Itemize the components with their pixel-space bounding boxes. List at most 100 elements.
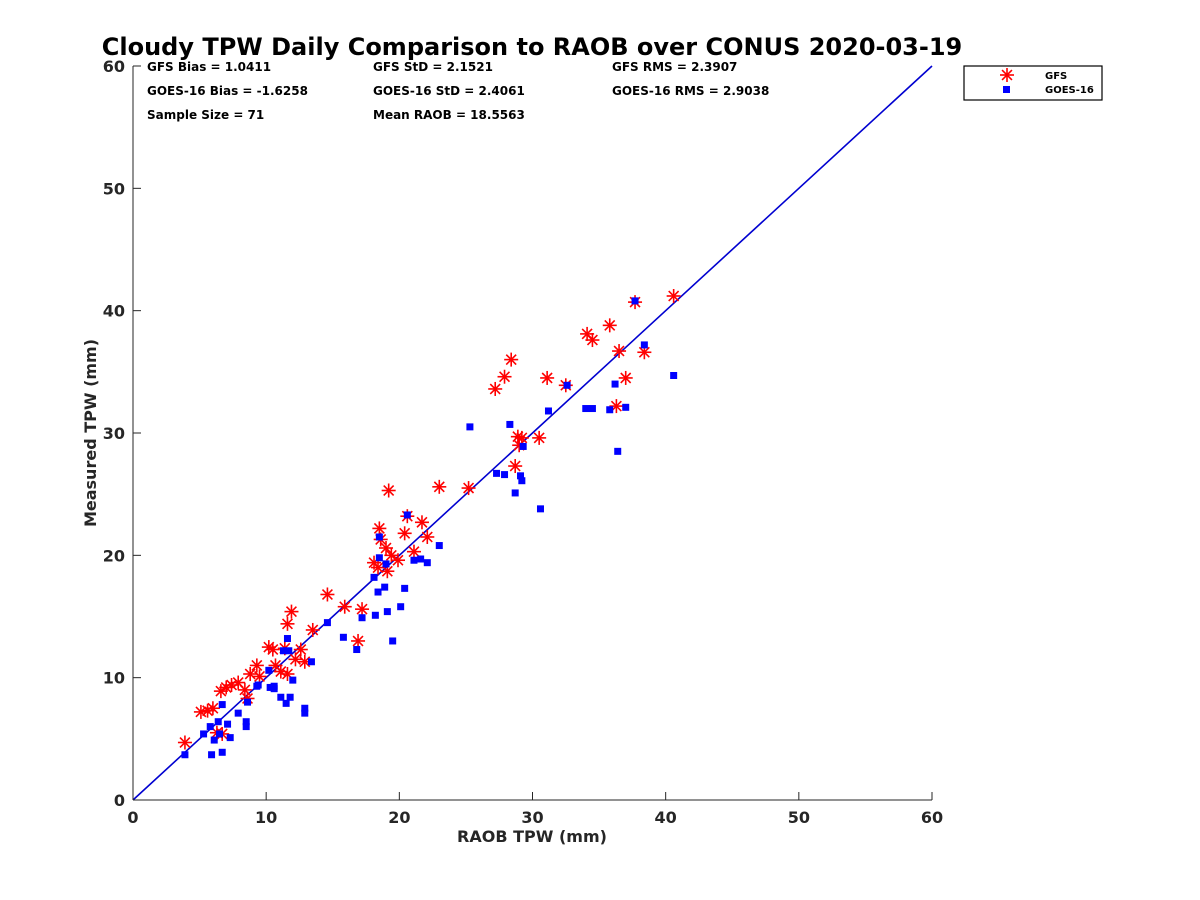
goes16-point <box>435 542 443 550</box>
gfs-point <box>532 430 547 445</box>
goes16-point <box>206 723 214 731</box>
goes16-point <box>518 477 526 485</box>
goes16-point <box>506 420 514 428</box>
goes16-point <box>370 573 378 581</box>
gfs-point <box>414 515 429 530</box>
x-tick-label: 30 <box>521 808 543 827</box>
goes16-point <box>214 718 222 726</box>
gfs-point <box>355 602 370 617</box>
x-axis-label: RAOB TPW (mm) <box>457 827 607 846</box>
series-goes16 <box>181 297 678 759</box>
stat-annotation: GOES-16 StD = 2.4061 <box>373 84 525 98</box>
goes16-point <box>353 646 361 654</box>
goes16-point <box>301 704 309 712</box>
gfs-point <box>508 459 523 474</box>
legend-gfs-asterisk-icon-shape <box>1000 68 1014 82</box>
legend: GFS GOES-16 <box>963 65 1103 101</box>
y-tick-label: 0 <box>114 791 125 810</box>
y-tick-label: 10 <box>103 669 125 688</box>
goes16-point <box>611 380 619 388</box>
goes16-point <box>210 736 218 744</box>
goes16-point <box>397 603 405 611</box>
gfs-point <box>284 604 299 619</box>
gfs-point <box>504 352 519 367</box>
goes16-point <box>670 372 678 380</box>
gfs-point <box>381 483 396 498</box>
goes16-point <box>375 533 383 541</box>
goes16-point <box>234 709 242 717</box>
gfs-point <box>261 640 276 655</box>
goes16-point <box>501 471 509 479</box>
gfs-point <box>337 599 352 614</box>
goes16-point <box>181 751 189 759</box>
gfs-point <box>391 553 406 568</box>
goes16-point <box>301 709 309 717</box>
gfs-point <box>397 526 412 541</box>
stat-annotation: Mean RAOB = 18.5563 <box>373 108 525 122</box>
goes16-point <box>254 681 262 689</box>
goes16-point <box>410 556 418 564</box>
gfs-point <box>280 616 295 631</box>
goes16-point <box>218 748 226 756</box>
gfs-point <box>612 344 627 359</box>
gfs-point <box>461 481 476 496</box>
legend-box <box>963 65 1103 101</box>
goes16-point <box>423 559 431 567</box>
goes16-point <box>277 693 285 701</box>
goes16-point <box>323 619 331 627</box>
goes16-point <box>307 658 315 666</box>
goes16-point <box>358 614 366 622</box>
chart-title: Cloudy TPW Daily Comparison to RAOB over… <box>102 33 962 61</box>
legend-gfs-label: GFS <box>1045 71 1067 82</box>
goes16-point <box>283 635 291 643</box>
goes16-point <box>563 381 571 389</box>
gfs-point <box>320 587 335 602</box>
goes16-point <box>200 730 208 738</box>
goes16-point <box>382 560 390 568</box>
gfs-point <box>637 345 652 360</box>
goes16-point <box>401 584 409 592</box>
goes16-point <box>285 647 293 655</box>
goes16-point <box>403 511 411 519</box>
goes16-point <box>381 583 389 591</box>
plot-area: 0 10 20 30 40 50 60 0 10 20 30 40 50 60 GFS Bias = 1.… <box>103 57 943 827</box>
stat-annotation: GOES-16 Bias = -1.6258 <box>147 84 308 98</box>
goes16-point <box>640 341 648 349</box>
goes16-point <box>631 297 639 305</box>
series-gfs <box>177 288 681 750</box>
gfs-point <box>406 544 421 559</box>
goes16-point <box>374 588 382 596</box>
axes: 0 10 20 30 40 50 60 0 10 20 30 40 50 60 <box>103 57 943 827</box>
goes16-point <box>466 423 474 431</box>
stat-annotation: GFS StD = 2.1521 <box>373 60 493 74</box>
y-tick-label: 50 <box>103 179 125 198</box>
goes16-point <box>614 447 622 455</box>
gfs-point <box>351 633 366 648</box>
gfs-point <box>384 548 399 563</box>
goes16-point <box>417 555 425 563</box>
x-tick-label: 40 <box>655 808 677 827</box>
y-tick-label: 40 <box>103 302 125 321</box>
goes16-point <box>383 608 391 616</box>
goes16-point <box>622 403 630 411</box>
gfs-point <box>205 701 220 716</box>
reference-line <box>132 65 933 801</box>
goes16-point <box>282 699 290 707</box>
goes16-point <box>544 407 552 415</box>
gfs-point <box>379 540 394 555</box>
goes16-point <box>226 734 234 742</box>
gfs-point <box>420 529 435 544</box>
goes16-point <box>493 469 501 477</box>
gfs-point <box>540 370 555 385</box>
goes16-point <box>216 730 224 738</box>
y-axis-label: Measured TPW (mm) <box>81 339 100 527</box>
goes16-point <box>582 405 590 413</box>
goes16-point <box>517 472 525 480</box>
x-tick-label: 0 <box>127 808 138 827</box>
y-tick-label: 20 <box>103 546 125 565</box>
goes16-point <box>266 683 274 691</box>
goes16-point <box>265 666 273 674</box>
goes16-point <box>286 693 294 701</box>
goes16-point <box>519 442 527 450</box>
